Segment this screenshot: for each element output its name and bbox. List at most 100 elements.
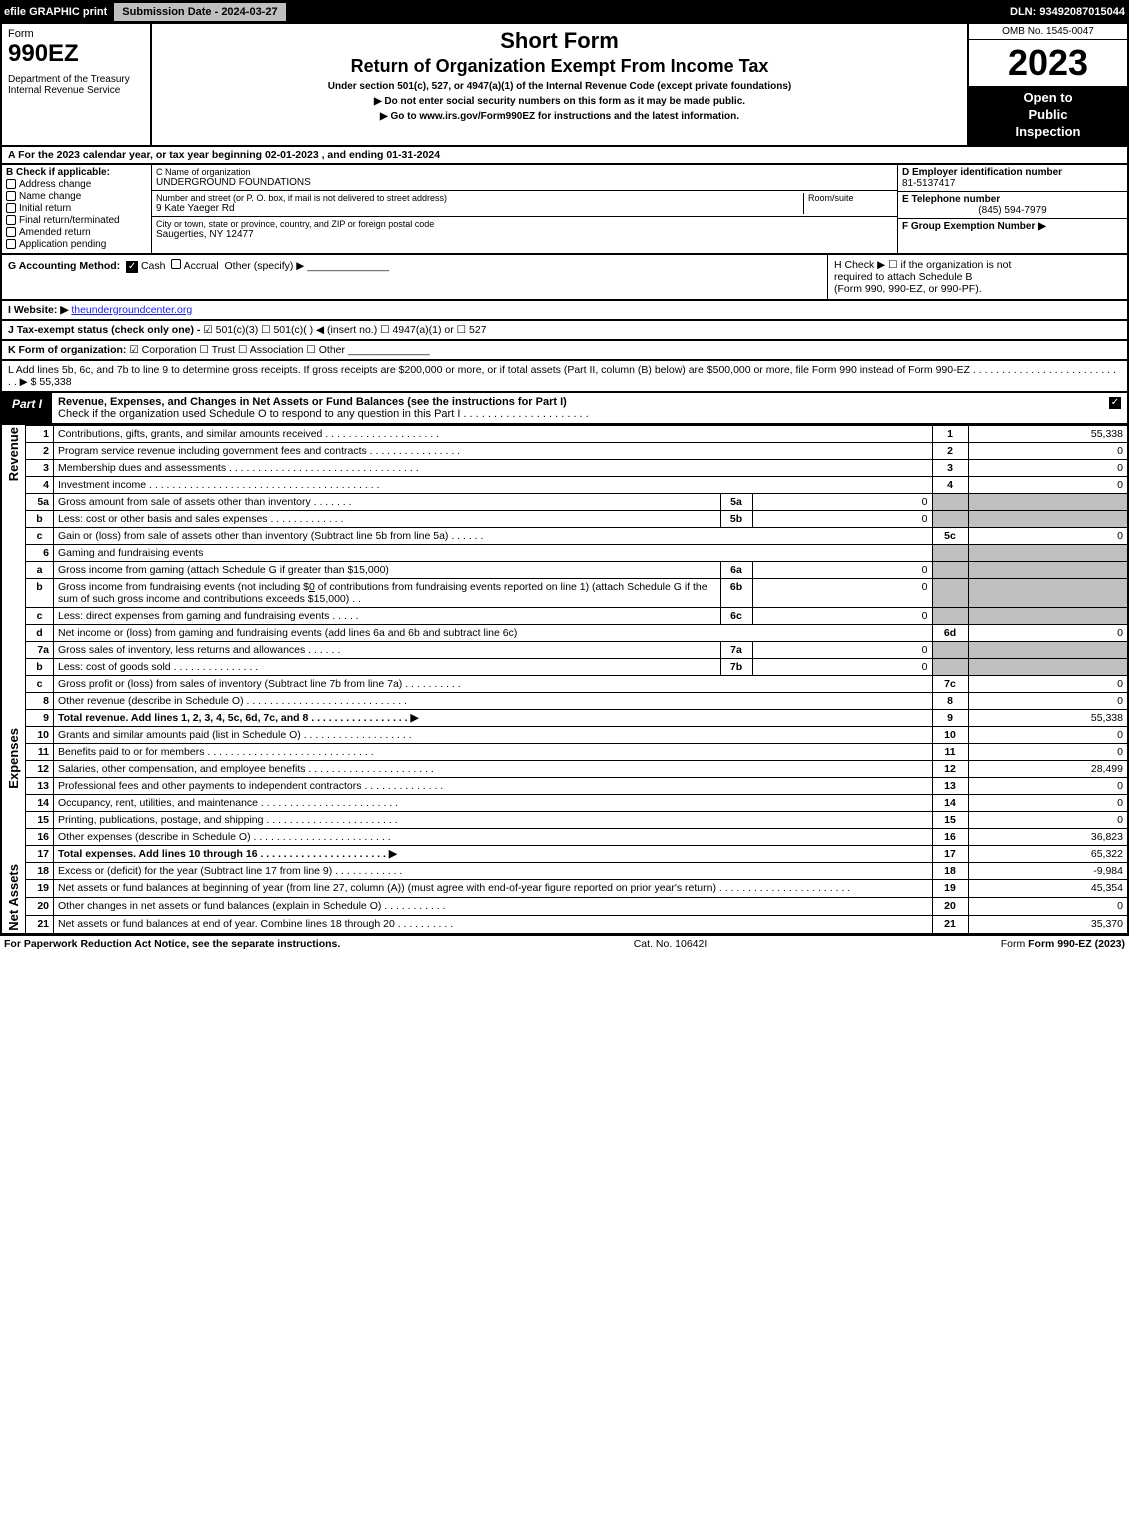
ln-12: 12 <box>26 760 54 777</box>
dept-line-2: Internal Revenue Service <box>8 85 144 96</box>
ln-4: 4 <box>26 476 54 493</box>
ln-6: 6 <box>26 544 54 561</box>
num-4: 4 <box>932 476 968 493</box>
form-header: Form 990EZ Department of the Treasury In… <box>0 24 1129 147</box>
desc-6d: Net income or (loss) from gaming and fun… <box>54 624 933 641</box>
col-b: B Check if applicable: Address change Na… <box>2 165 152 253</box>
ln-19: 19 <box>26 880 54 898</box>
desc-1: Contributions, gifts, grants, and simila… <box>54 425 933 442</box>
org-name: UNDERGROUND FOUNDATIONS <box>156 177 893 188</box>
sublabel-7b: 7b <box>720 658 752 675</box>
open-to-public: Open to Public Inspection <box>969 86 1127 145</box>
num-5c: 5c <box>932 527 968 544</box>
opt-initial-return: Initial return <box>19 203 71 214</box>
val-19: 45,354 <box>968 880 1128 898</box>
org-street: 9 Kate Yaeger Rd <box>156 203 803 214</box>
desc-3: Membership dues and assessments . . . . … <box>54 459 933 476</box>
chk-amended-return[interactable] <box>6 227 16 237</box>
val-10: 0 <box>968 726 1128 743</box>
ln-7b: b <box>26 658 54 675</box>
desc-6b: Gross income from fundraising events (no… <box>54 578 721 607</box>
desc-7a: Gross sales of inventory, less returns a… <box>54 641 721 658</box>
side-expenses: Expenses <box>1 726 26 862</box>
num-16: 16 <box>932 828 968 845</box>
sublabel-5b: 5b <box>720 510 752 527</box>
val-20: 0 <box>968 898 1128 916</box>
desc-9: Total revenue. Add lines 1, 2, 3, 4, 5c,… <box>54 709 933 726</box>
f-label: F Group Exemption Number ▶ <box>902 221 1123 232</box>
website-link[interactable]: theundergroundcenter.org <box>71 304 192 316</box>
ln-8: 8 <box>26 692 54 709</box>
num-7a-shaded <box>932 641 968 658</box>
footer-left: For Paperwork Reduction Act Notice, see … <box>4 938 340 950</box>
val-16: 36,823 <box>968 828 1128 845</box>
num-5b-shaded <box>932 510 968 527</box>
num-11: 11 <box>932 743 968 760</box>
chk-application-pending[interactable] <box>6 239 16 249</box>
num-15: 15 <box>932 811 968 828</box>
val-11: 0 <box>968 743 1128 760</box>
chk-address-change[interactable] <box>6 179 16 189</box>
num-2: 2 <box>932 442 968 459</box>
sublabel-5a: 5a <box>720 493 752 510</box>
chk-final-return[interactable] <box>6 215 16 225</box>
tax-year: 2023 <box>969 40 1127 86</box>
desc-6a: Gross income from gaming (attach Schedul… <box>54 561 721 578</box>
num-6d: 6d <box>932 624 968 641</box>
ln-20: 20 <box>26 898 54 916</box>
num-19: 19 <box>932 880 968 898</box>
desc-20: Other changes in net assets or fund bala… <box>54 898 933 916</box>
desc-21: Net assets or fund balances at end of ye… <box>54 916 933 934</box>
opt-amended-return: Amended return <box>19 227 91 238</box>
ein-value: 81-5137417 <box>902 178 1123 189</box>
open-line-2: Public <box>973 107 1123 124</box>
subval-6c: 0 <box>752 607 932 624</box>
ln-10: 10 <box>26 726 54 743</box>
chk-accrual[interactable] <box>171 259 181 269</box>
col-g: G Accounting Method: ✓ Cash Accrual Othe… <box>2 255 827 299</box>
col-h: H Check ▶ ☐ if the organization is not r… <box>827 255 1127 299</box>
val-5c: 0 <box>968 527 1128 544</box>
row-k-form-of-org: K Form of organization: ☑ Corporation ☐ … <box>0 341 1129 361</box>
desc-19: Net assets or fund balances at beginning… <box>54 880 933 898</box>
ln-17: 17 <box>26 845 54 862</box>
chk-name-change[interactable] <box>6 191 16 201</box>
page-footer: For Paperwork Reduction Act Notice, see … <box>0 935 1129 952</box>
chk-schedule-o[interactable]: ✓ <box>1109 397 1121 409</box>
val-3: 0 <box>968 459 1128 476</box>
block-bcdef: B Check if applicable: Address change Na… <box>0 165 1129 255</box>
l-text: L Add lines 5b, 6c, and 7b to line 9 to … <box>8 364 1116 388</box>
sublabel-6b: 6b <box>720 578 752 607</box>
ln-2: 2 <box>26 442 54 459</box>
c-street-label: Number and street (or P. O. box, if mail… <box>156 193 803 203</box>
ln-1: 1 <box>26 425 54 442</box>
phone-value: (845) 594-7979 <box>902 205 1123 216</box>
desc-16: Other expenses (describe in Schedule O) … <box>54 828 933 845</box>
efile-label: efile GRAPHIC print <box>4 6 107 18</box>
note-goto: ▶ Go to www.irs.gov/Form990EZ for instru… <box>158 111 961 122</box>
side-revenue-end <box>1 709 26 726</box>
j-label: J Tax-exempt status (check only one) - <box>8 324 200 336</box>
val-18: -9,984 <box>968 862 1128 880</box>
desc-2: Program service revenue including govern… <box>54 442 933 459</box>
val-6d: 0 <box>968 624 1128 641</box>
desc-6: Gaming and fundraising events <box>54 544 933 561</box>
desc-12: Salaries, other compensation, and employ… <box>54 760 933 777</box>
submission-date-button[interactable]: Submission Date - 2024-03-27 <box>113 2 286 22</box>
chk-cash[interactable]: ✓ <box>126 261 138 273</box>
ln-18: 18 <box>26 862 54 880</box>
desc-5c: Gain or (loss) from sale of assets other… <box>54 527 933 544</box>
num-18: 18 <box>932 862 968 880</box>
i-label: I Website: ▶ <box>8 304 68 316</box>
desc-13: Professional fees and other payments to … <box>54 777 933 794</box>
val-9: 55,338 <box>968 709 1128 726</box>
val-7c: 0 <box>968 675 1128 692</box>
num-6b-shaded <box>932 578 968 607</box>
desc-5b: Less: cost or other basis and sales expe… <box>54 510 721 527</box>
opt-address-change: Address change <box>19 179 91 190</box>
val-6b-shaded <box>968 578 1128 607</box>
opt-name-change: Name change <box>19 191 81 202</box>
ln-6d: d <box>26 624 54 641</box>
desc-8: Other revenue (describe in Schedule O) .… <box>54 692 933 709</box>
chk-initial-return[interactable] <box>6 203 16 213</box>
